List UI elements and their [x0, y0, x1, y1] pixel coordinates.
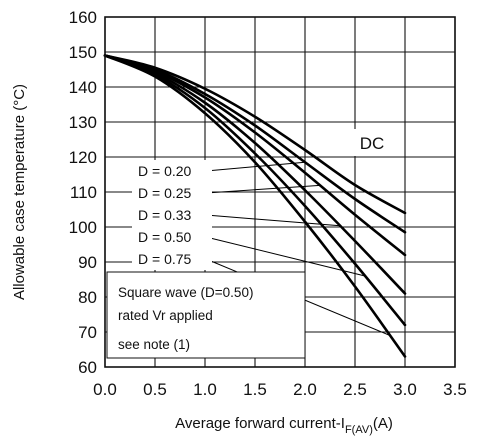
- leader-line-3: [205, 214, 341, 227]
- duty-labels-bg: [132, 160, 212, 270]
- y-tick-label-10: 160: [69, 8, 97, 27]
- y-tick-label-4: 100: [69, 218, 97, 237]
- x-tick-label-0: 0.0: [93, 380, 117, 399]
- dc-label-box: [345, 129, 399, 156]
- x-tick-label-5: 2.5: [343, 380, 367, 399]
- y-tick-label-1: 70: [78, 323, 97, 342]
- y-tick-labels: 60 70 80 90 100 110 120 130 140 150 160: [69, 8, 97, 377]
- y-tick-label-8: 140: [69, 78, 97, 97]
- curve-d-0-20: [103, 54, 407, 234]
- y-axis-title: Allowable case temperature (°C): [11, 84, 28, 300]
- duty-label-d033: D = 0.33: [138, 207, 192, 223]
- x-tick-label-3: 1.5: [243, 380, 267, 399]
- leader-line-4: [205, 236, 366, 277]
- note-line-3: see note (1): [118, 337, 190, 352]
- curve-d-0-33: [103, 54, 407, 295]
- y-tick-label-3: 90: [78, 253, 97, 272]
- note-line-2: rated Vr applied: [118, 308, 213, 323]
- curve-dc: [103, 54, 407, 215]
- leader-line-1: [205, 161, 306, 172]
- x-tick-label-2: 1.0: [193, 380, 217, 399]
- y-tick-label-9: 150: [69, 43, 97, 62]
- duty-label-d020: D = 0.20: [138, 163, 192, 179]
- dc-label: DC: [360, 134, 385, 153]
- y-tick-label-2: 80: [78, 288, 97, 307]
- x-axis-title: Average forward current-IF(AV)(A): [175, 415, 393, 436]
- x-tick-labels: 0.0 0.5 1.0 1.5 2.0 2.5 3.0 3.5: [93, 380, 467, 399]
- curve-d-0-25: [103, 54, 407, 257]
- note-line-1: Square wave (D=0.50): [118, 285, 253, 300]
- y-tick-label-5: 110: [70, 183, 97, 202]
- duty-label-d075: D = 0.75: [138, 251, 192, 267]
- x-axis-title-unit: (A): [373, 415, 393, 432]
- y-tick-label-0: 60: [78, 358, 97, 377]
- x-axis-title-main: Average forward current-I: [175, 415, 345, 432]
- y-tick-label-6: 120: [69, 148, 97, 167]
- leader-line-2: [205, 184, 321, 194]
- curve-d-0-75: [103, 54, 407, 358]
- x-tick-label-1: 0.5: [143, 380, 167, 399]
- x-axis-title-subscript: F(AV): [345, 424, 373, 436]
- y-tick-label-7: 130: [69, 113, 97, 132]
- curve-d-0-50: [103, 54, 407, 327]
- curves: [103, 54, 407, 358]
- x-tick-label-4: 2.0: [293, 380, 317, 399]
- plot-frame: [104, 16, 456, 368]
- duty-label-d025: D = 0.25: [138, 185, 192, 201]
- x-tick-label-7: 3.5: [443, 380, 467, 399]
- note-box: [106, 271, 306, 359]
- duty-label-d050: D = 0.50: [138, 229, 192, 245]
- x-tick-label-6: 3.0: [393, 380, 417, 399]
